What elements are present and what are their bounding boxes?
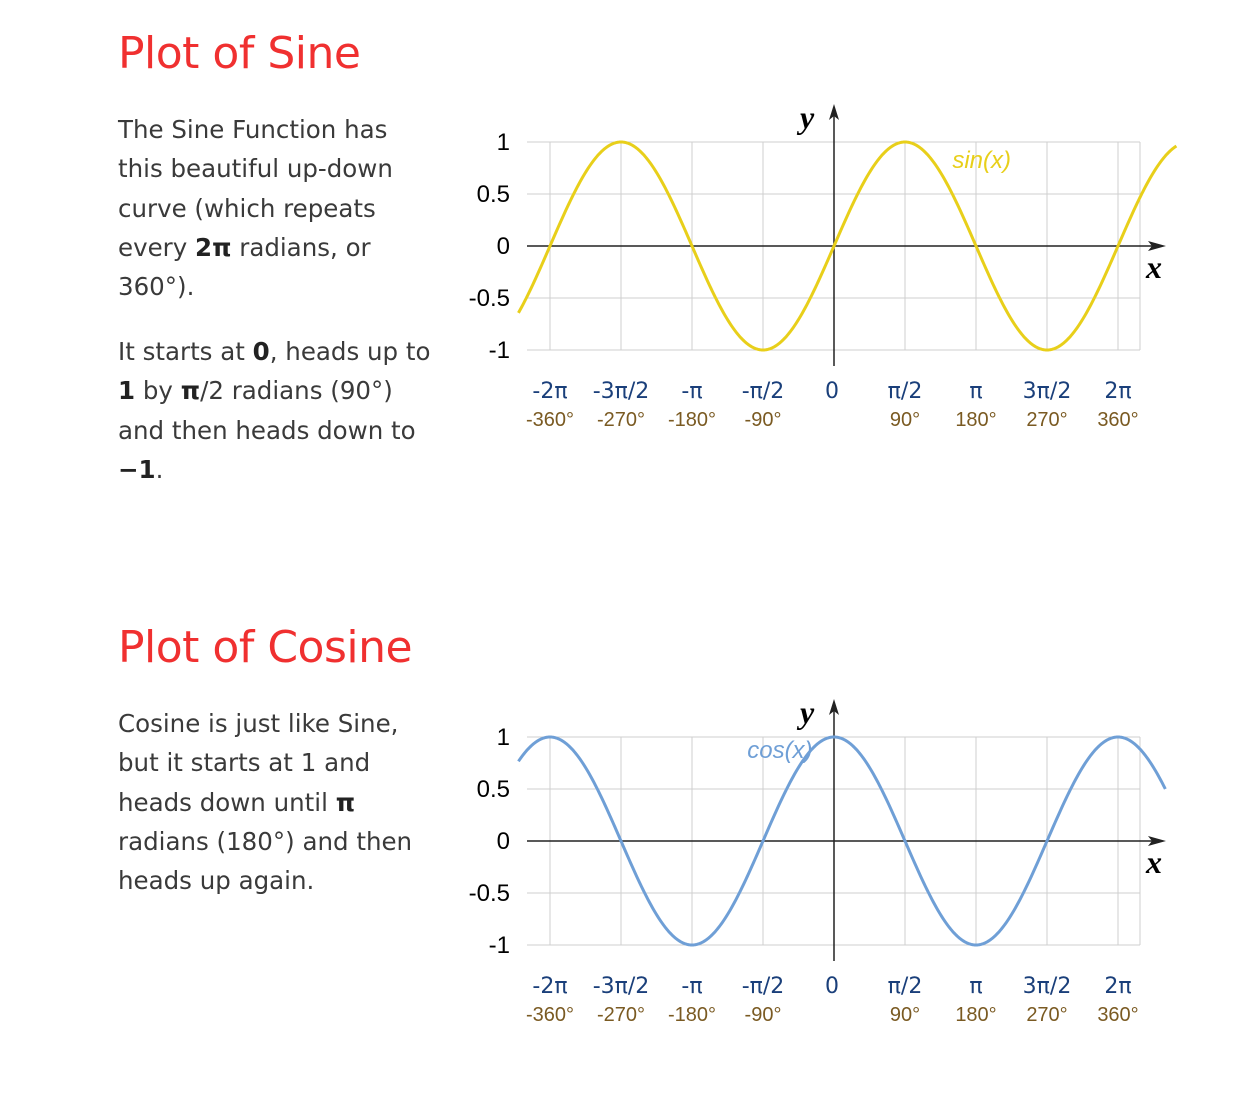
x-tick-label-degrees: 270° — [1026, 1004, 1067, 1026]
x-axis-label: x — [1145, 844, 1162, 880]
curve-label-cos: cos(x) — [747, 737, 812, 764]
y-axis-label: y — [796, 694, 815, 730]
x-tick-label-degrees: -360° — [526, 409, 574, 431]
cosine-chart: x y 1 0.5 0 -0.5 -1 -2π -360° -3π/2 -270° -π -180° -π… — [469, 694, 1167, 1026]
curve-label-sin: sin(x) — [952, 147, 1011, 174]
sine-paragraph-1: The Sine Function has this beautiful up-… — [118, 115, 393, 302]
cosine-paragraph-1: Cosine is just like Sine, but it starts … — [118, 709, 413, 896]
x-tick-label-radians: 3π/2 — [1023, 379, 1072, 404]
y-tick-label: 0.5 — [477, 181, 510, 208]
x-axis-arrow — [1148, 836, 1166, 846]
bold-term: −1 — [118, 454, 156, 484]
x-tick-label-radians: -π/2 — [742, 974, 785, 999]
x-tick-label-radians: 2π — [1104, 974, 1131, 999]
x-tick-label-degrees: 90° — [890, 409, 920, 431]
y-tick-label: -0.5 — [469, 880, 510, 907]
x-tick-label-radians: -3π/2 — [593, 379, 650, 404]
bold-term: 1 — [118, 376, 136, 406]
x-tick-label-degrees: 270° — [1026, 409, 1067, 431]
sine-title: Plot of Sine — [118, 28, 361, 79]
y-tick-label: -1 — [489, 337, 510, 364]
y-axis-arrow — [829, 104, 839, 120]
x-axis-arrow — [1148, 241, 1166, 251]
x-tick-label-radians: -3π/2 — [593, 974, 650, 999]
x-tick-label-radians: 2π — [1104, 379, 1131, 404]
x-tick-label-radians: π — [969, 974, 982, 999]
x-tick-label-degrees: 90° — [890, 1004, 920, 1026]
x-tick-label-degrees: -270° — [597, 409, 645, 431]
x-tick-label-degrees: -360° — [526, 1004, 574, 1026]
bold-term: 0 — [252, 337, 270, 366]
x-tick-label-degrees: 180° — [955, 409, 996, 431]
x-axis-label: x — [1145, 249, 1162, 285]
curve-cos — [517, 735, 1167, 947]
y-tick-label: 0 — [497, 233, 510, 260]
x-tick-label-radians: -2π — [532, 379, 567, 404]
curve-sin — [517, 140, 1178, 352]
y-tick-label: 1 — [497, 724, 510, 751]
sine-paragraph-2: It starts at 0, heads up to 1 by π/2 rad… — [118, 337, 431, 484]
x-tick-label-radians: π/2 — [888, 379, 923, 404]
bold-term: π — [335, 787, 356, 817]
x-tick-label-degrees: -180° — [668, 1004, 716, 1026]
x-tick-label-degrees: -90° — [745, 409, 782, 431]
x-tick-label-radians: π/2 — [888, 974, 923, 999]
cosine-title: Plot of Cosine — [118, 622, 413, 673]
x-tick-label-degrees: -90° — [745, 1004, 782, 1026]
y-tick-label: -0.5 — [469, 285, 510, 312]
x-tick-label-degrees: -180° — [668, 409, 716, 431]
x-tick-label-radians: -π/2 — [742, 379, 785, 404]
x-tick-label-degrees: 360° — [1097, 409, 1138, 431]
x-tick-label-radians: -2π — [532, 974, 567, 999]
x-tick-label-radians: 0 — [825, 379, 839, 404]
y-tick-label: 0 — [497, 828, 510, 855]
x-tick-label-degrees: 360° — [1097, 1004, 1138, 1026]
x-tick-label-degrees: 180° — [955, 1004, 996, 1026]
y-axis-arrow — [829, 699, 839, 715]
x-tick-label-radians: -π — [681, 379, 702, 404]
x-tick-label-radians: π — [969, 379, 982, 404]
y-tick-label: -1 — [489, 932, 510, 959]
bold-term: 2π — [195, 232, 232, 262]
y-tick-label: 0.5 — [477, 776, 510, 803]
y-axis-label: y — [796, 99, 815, 135]
bold-term: π — [180, 376, 201, 406]
x-tick-label-radians: 0 — [825, 974, 839, 999]
x-tick-label-radians: 3π/2 — [1023, 974, 1072, 999]
y-tick-label: 1 — [497, 129, 510, 156]
x-tick-label-degrees: -270° — [597, 1004, 645, 1026]
x-tick-label-radians: -π — [681, 974, 702, 999]
sine-chart: x y 1 0.5 0 -0.5 -1 -2π -360° -3π/2 -270° -π -180° -π… — [469, 99, 1178, 431]
